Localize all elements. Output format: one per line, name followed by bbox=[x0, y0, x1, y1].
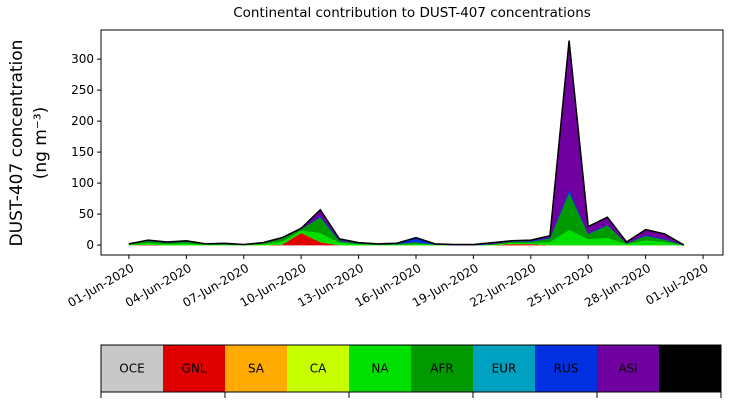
legend-frame bbox=[100, 344, 722, 393]
legend-label: SA bbox=[248, 362, 265, 376]
legend-label: RUS bbox=[554, 362, 579, 376]
y-tick-label: 100 bbox=[71, 176, 94, 190]
x-tick-label: 01-Jul-2020 bbox=[643, 261, 710, 308]
legend-swatch bbox=[659, 345, 721, 392]
y-tick-label: 0 bbox=[86, 238, 94, 252]
y-tick-label: 150 bbox=[71, 145, 94, 159]
y-axis-label: (ng m⁻³) bbox=[31, 107, 51, 180]
legend-swatch bbox=[163, 345, 225, 392]
y-tick-label: 250 bbox=[71, 83, 94, 97]
legend-swatch bbox=[101, 345, 163, 392]
legend-label: GNL bbox=[182, 362, 207, 376]
legend-swatch bbox=[287, 345, 349, 392]
legend-label: AUS bbox=[678, 362, 703, 376]
area bbox=[128, 40, 685, 246]
legend-swatch bbox=[225, 345, 287, 392]
legend-label: AFR bbox=[430, 362, 453, 376]
area bbox=[128, 40, 685, 246]
legend-swatch bbox=[473, 345, 535, 392]
legend-label: EUR bbox=[492, 362, 517, 376]
area bbox=[128, 191, 684, 246]
legend-label: ASI bbox=[618, 362, 637, 376]
legend-swatch bbox=[411, 345, 473, 392]
y-tick-label: 50 bbox=[79, 207, 94, 221]
plot-frame bbox=[100, 29, 724, 256]
y-tick-label: 200 bbox=[71, 114, 94, 128]
legend-label: OCE bbox=[119, 362, 144, 376]
legend-swatch bbox=[535, 345, 597, 392]
legend-swatch bbox=[597, 345, 659, 392]
chart-title: Continental contribution to DUST-407 con… bbox=[233, 5, 591, 21]
legend-swatch bbox=[349, 345, 411, 392]
legend-label: CA bbox=[310, 362, 327, 376]
legend-label: NA bbox=[371, 362, 389, 376]
y-tick-label: 300 bbox=[71, 52, 94, 66]
y-axis-label: DUST-407 concentration bbox=[7, 40, 27, 247]
